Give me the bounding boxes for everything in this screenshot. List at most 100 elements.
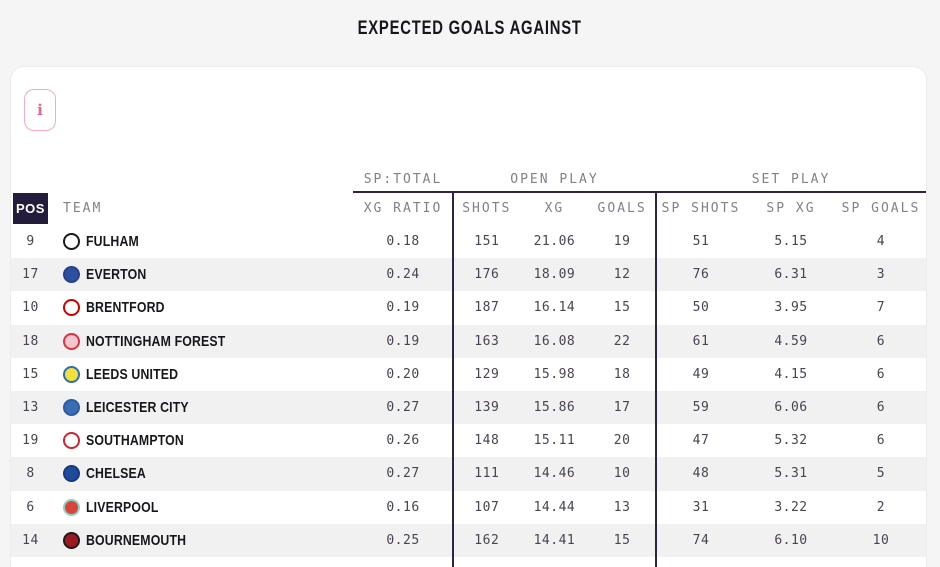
row-value: 61 xyxy=(692,333,710,349)
team-crest-icon xyxy=(63,465,80,483)
row-value: 111 xyxy=(474,466,500,482)
column-divider xyxy=(452,191,454,567)
row-value: 16.14 xyxy=(533,300,576,316)
row-value: 7 xyxy=(876,300,886,316)
xga-table: SP:TOTAL OPEN PLAY SET PLAY POS TEAM XG … xyxy=(11,167,926,567)
row-value: 18 xyxy=(613,366,631,382)
table-row[interactable]: 10 BRENTFORD 0.19 187 16.14 15 50 3.95 7 xyxy=(11,291,926,325)
row-value: 13 xyxy=(613,499,631,515)
row-value: 6 xyxy=(876,400,886,416)
row-value: 59 xyxy=(692,400,710,416)
row-value: 0.26 xyxy=(386,433,420,449)
team-cell: BRENTFORD xyxy=(50,299,353,317)
team-name: CHELSEA xyxy=(86,465,146,483)
row-value: 0.16 xyxy=(386,499,420,515)
team-cell: NOTTINGHAM FOREST xyxy=(50,332,353,350)
row-value: 3.95 xyxy=(774,300,808,316)
row-value: 76 xyxy=(692,267,710,283)
table-body: 9 FULHAM 0.18 151 21.06 19 51 5.15 4 17 EVERTON 0.2… xyxy=(11,225,926,557)
col-header-sp-xg: SP XG xyxy=(766,200,816,216)
team-crest-icon xyxy=(63,432,80,450)
row-value: 3.22 xyxy=(774,499,808,515)
stats-card: i SP:TOTAL OPEN PLAY SET PLAY POS TEAM X… xyxy=(10,66,927,567)
team-crest-icon xyxy=(63,299,80,317)
team-crest-icon xyxy=(63,332,80,350)
row-value: 6.31 xyxy=(774,267,808,283)
team-cell: SOUTHAMPTON xyxy=(50,432,353,450)
team-name: SOUTHAMPTON xyxy=(86,432,184,450)
team-name: LEICESTER CITY xyxy=(86,399,189,417)
team-cell: LIVERPOOL xyxy=(50,498,353,516)
team-cell: BOURNEMOUTH xyxy=(50,531,353,549)
table-row[interactable]: 13 LEICESTER CITY 0.27 139 15.86 17 59 6.06 6 xyxy=(11,390,926,425)
group-header-set-play: SET PLAY xyxy=(751,171,831,187)
row-pos: 14 xyxy=(22,532,39,548)
row-value: 18.09 xyxy=(533,267,576,283)
row-value: 50 xyxy=(692,300,710,316)
row-value: 6 xyxy=(876,366,886,382)
info-button[interactable]: i xyxy=(24,89,56,131)
team-crest-icon xyxy=(63,399,80,417)
col-header-sp-goals: SP GOALS xyxy=(841,200,921,216)
page-title: EXPECTED GOALS AGAINST xyxy=(357,18,583,39)
row-value: 17 xyxy=(613,400,631,416)
col-header-sp-shots: SP SHOTS xyxy=(661,200,741,216)
row-value: 49 xyxy=(692,366,710,382)
row-value: 0.18 xyxy=(386,234,420,250)
row-pos: 17 xyxy=(22,267,39,283)
team-name: FULHAM xyxy=(86,233,139,251)
row-value: 151 xyxy=(474,234,500,250)
row-value: 15.11 xyxy=(533,433,576,449)
row-value: 162 xyxy=(474,532,500,548)
table-row[interactable]: 15 LEEDS UNITED 0.20 129 15.98 18 49 4.15 6 xyxy=(11,357,926,391)
row-value: 3 xyxy=(876,267,886,283)
row-pos: 18 xyxy=(22,333,39,349)
col-header-xg-ratio: XG RATIO xyxy=(363,200,443,216)
col-header-goals: GOALS xyxy=(597,200,647,216)
row-pos: 6 xyxy=(26,499,35,515)
group-header-row: SP:TOTAL OPEN PLAY SET PLAY xyxy=(11,167,926,191)
row-value: 5.32 xyxy=(774,433,808,449)
team-name: LIVERPOOL xyxy=(86,498,159,516)
row-value: 10 xyxy=(613,466,631,482)
team-cell: LEEDS UNITED xyxy=(50,365,353,383)
row-value: 0.19 xyxy=(386,333,420,349)
team-cell: EVERTON xyxy=(50,266,353,284)
table-row[interactable]: 8 CHELSEA 0.27 111 14.46 10 48 5.31 5 xyxy=(11,457,926,491)
col-header-xg: XG xyxy=(544,200,565,216)
column-header-row: POS TEAM XG RATIO SHOTS XG GOALS SP SHOT… xyxy=(11,191,926,225)
group-header-open-play: OPEN PLAY xyxy=(510,171,599,187)
table-row[interactable]: 9 FULHAM 0.18 151 21.06 19 51 5.15 4 xyxy=(11,225,926,259)
table-row[interactable]: 17 EVERTON 0.24 176 18.09 12 76 6.31 3 xyxy=(11,258,926,292)
column-divider xyxy=(655,191,657,567)
row-value: 0.25 xyxy=(386,532,420,548)
team-name: EVERTON xyxy=(86,266,147,284)
team-crest-icon xyxy=(63,365,80,383)
row-pos: 19 xyxy=(22,433,39,449)
row-pos: 9 xyxy=(26,234,35,250)
table-row[interactable]: 18 NOTTINGHAM FOREST 0.19 163 16.08 22 61 4.59 6 xyxy=(11,324,926,358)
table-row[interactable]: 19 SOUTHAMPTON 0.26 148 15.11 20 47 5.32 6 xyxy=(11,424,926,458)
row-value: 5.31 xyxy=(774,466,808,482)
row-value: 5 xyxy=(876,466,886,482)
row-value: 5.15 xyxy=(774,234,808,250)
pos-header-cell: POS xyxy=(11,191,50,225)
row-value: 6 xyxy=(876,333,886,349)
row-value: 12 xyxy=(613,267,631,283)
row-pos: 8 xyxy=(26,466,35,482)
row-value: 6 xyxy=(876,433,886,449)
table-row[interactable]: 14 BOURNEMOUTH 0.25 162 14.41 15 74 6.10 10 xyxy=(11,523,926,557)
table-row[interactable]: 6 LIVERPOOL 0.16 107 14.44 13 31 3.22 2 xyxy=(11,490,926,524)
group-header-sp-total: SP:TOTAL xyxy=(363,171,443,187)
row-value: 16.08 xyxy=(533,333,576,349)
row-value: 21.06 xyxy=(533,234,576,250)
row-value: 15.86 xyxy=(533,400,576,416)
row-value: 176 xyxy=(474,267,500,283)
row-value: 10 xyxy=(872,532,890,548)
col-header-shots: SHOTS xyxy=(462,200,512,216)
team-name: NOTTINGHAM FOREST xyxy=(86,332,226,350)
row-value: 15 xyxy=(613,300,631,316)
row-value: 48 xyxy=(692,466,710,482)
team-crest-icon xyxy=(63,233,80,251)
row-value: 0.24 xyxy=(386,267,420,283)
